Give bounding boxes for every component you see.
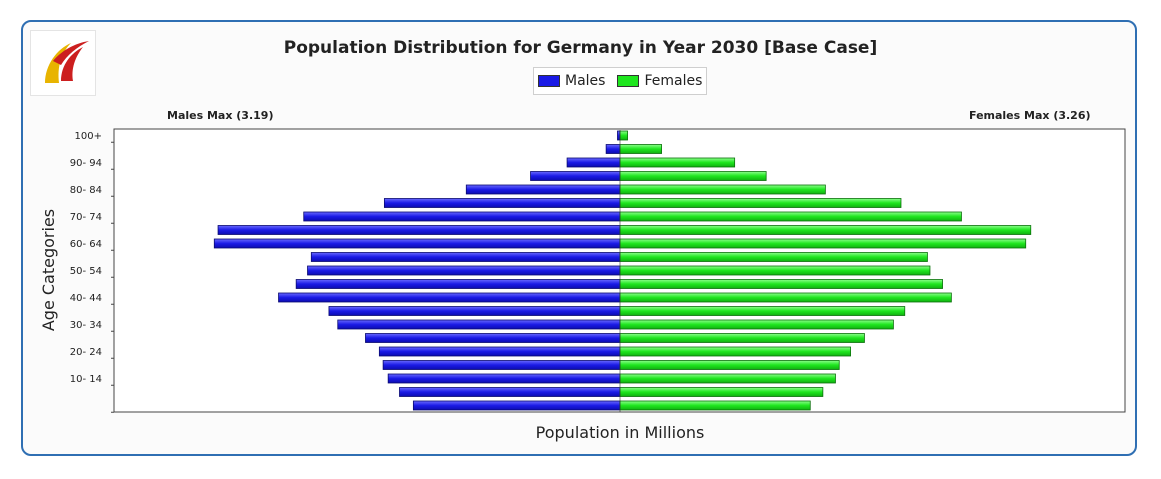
y-tick-label: 50- 54 [70, 266, 102, 277]
males-max-label: Males Max (3.19) [167, 109, 274, 122]
y-tick-label: 100+ [75, 131, 102, 142]
y-tick-label: 60- 64 [70, 239, 102, 250]
bar-females-3[interactable] [619, 171, 767, 181]
bar-females-9[interactable] [619, 252, 928, 262]
bar-females-16[interactable] [619, 346, 851, 357]
bar-males-3[interactable] [530, 171, 621, 181]
y-tick-label: 70- 74 [70, 212, 102, 223]
bar-females-10[interactable] [619, 265, 931, 276]
bar-males-8[interactable] [213, 238, 621, 249]
bar-females-13[interactable] [619, 306, 906, 316]
legend-swatch-females [617, 75, 640, 87]
bar-females-17[interactable] [619, 360, 840, 370]
y-axis-label: Age Categories [39, 209, 58, 331]
chart-title: Population Distribution for Germany in Y… [283, 38, 878, 58]
y-tick-label: 20- 24 [70, 347, 102, 358]
bar-females-18[interactable] [619, 373, 836, 384]
bar-females-14[interactable] [619, 319, 894, 330]
bar-males-11[interactable] [295, 279, 621, 289]
bar-males-14[interactable] [337, 319, 621, 330]
bar-females-8[interactable] [619, 238, 1027, 249]
legend-item-males[interactable]: Males [538, 73, 605, 89]
legend-swatch-males [538, 75, 560, 87]
females-max-label: Females Max (3.26) [969, 109, 1091, 122]
x-axis-label: Population in Millions [536, 423, 705, 442]
bar-females-2[interactable] [619, 157, 736, 168]
legend[interactable]: Males Females [533, 67, 707, 95]
bar-females-4[interactable] [619, 184, 826, 195]
bar-males-19[interactable] [399, 387, 621, 397]
bar-males-18[interactable] [387, 373, 621, 384]
y-tick-label: 90- 94 [70, 158, 102, 169]
bar-males-12[interactable] [278, 292, 621, 303]
legend-label-females: Females [644, 73, 703, 89]
y-tick-label: 30- 34 [70, 320, 102, 331]
bar-females-12[interactable] [619, 292, 952, 303]
bar-males-4[interactable] [465, 184, 621, 195]
bar-females-11[interactable] [619, 279, 943, 289]
bar-males-9[interactable] [310, 252, 621, 262]
logo [30, 30, 96, 96]
bar-males-6[interactable] [303, 211, 621, 222]
logo-icon [45, 41, 89, 83]
bar-females-0[interactable] [619, 130, 628, 141]
bar-males-10[interactable] [307, 265, 621, 276]
bar-females-19[interactable] [619, 387, 824, 397]
bar-males-1[interactable] [605, 144, 621, 154]
bar-females-5[interactable] [619, 198, 902, 208]
bar-males-20[interactable] [412, 400, 621, 411]
bar-males-13[interactable] [328, 306, 621, 316]
bar-males-16[interactable] [378, 346, 621, 357]
bar-females-15[interactable] [619, 333, 865, 343]
legend-item-females[interactable]: Females [617, 73, 702, 89]
bar-males-5[interactable] [383, 198, 621, 208]
bar-males-15[interactable] [365, 333, 621, 343]
y-tick-label: 80- 84 [70, 185, 102, 196]
bar-males-2[interactable] [566, 157, 621, 168]
y-tick-label: 40- 44 [70, 293, 102, 304]
bar-females-7[interactable] [619, 225, 1032, 235]
bar-females-1[interactable] [619, 144, 662, 154]
bar-females-20[interactable] [619, 400, 811, 411]
bar-males-17[interactable] [382, 360, 621, 370]
bar-males-7[interactable] [217, 225, 621, 235]
bar-females-6[interactable] [619, 211, 962, 222]
y-tick-label: 10- 14 [70, 374, 102, 385]
legend-label-males: Males [565, 73, 606, 89]
